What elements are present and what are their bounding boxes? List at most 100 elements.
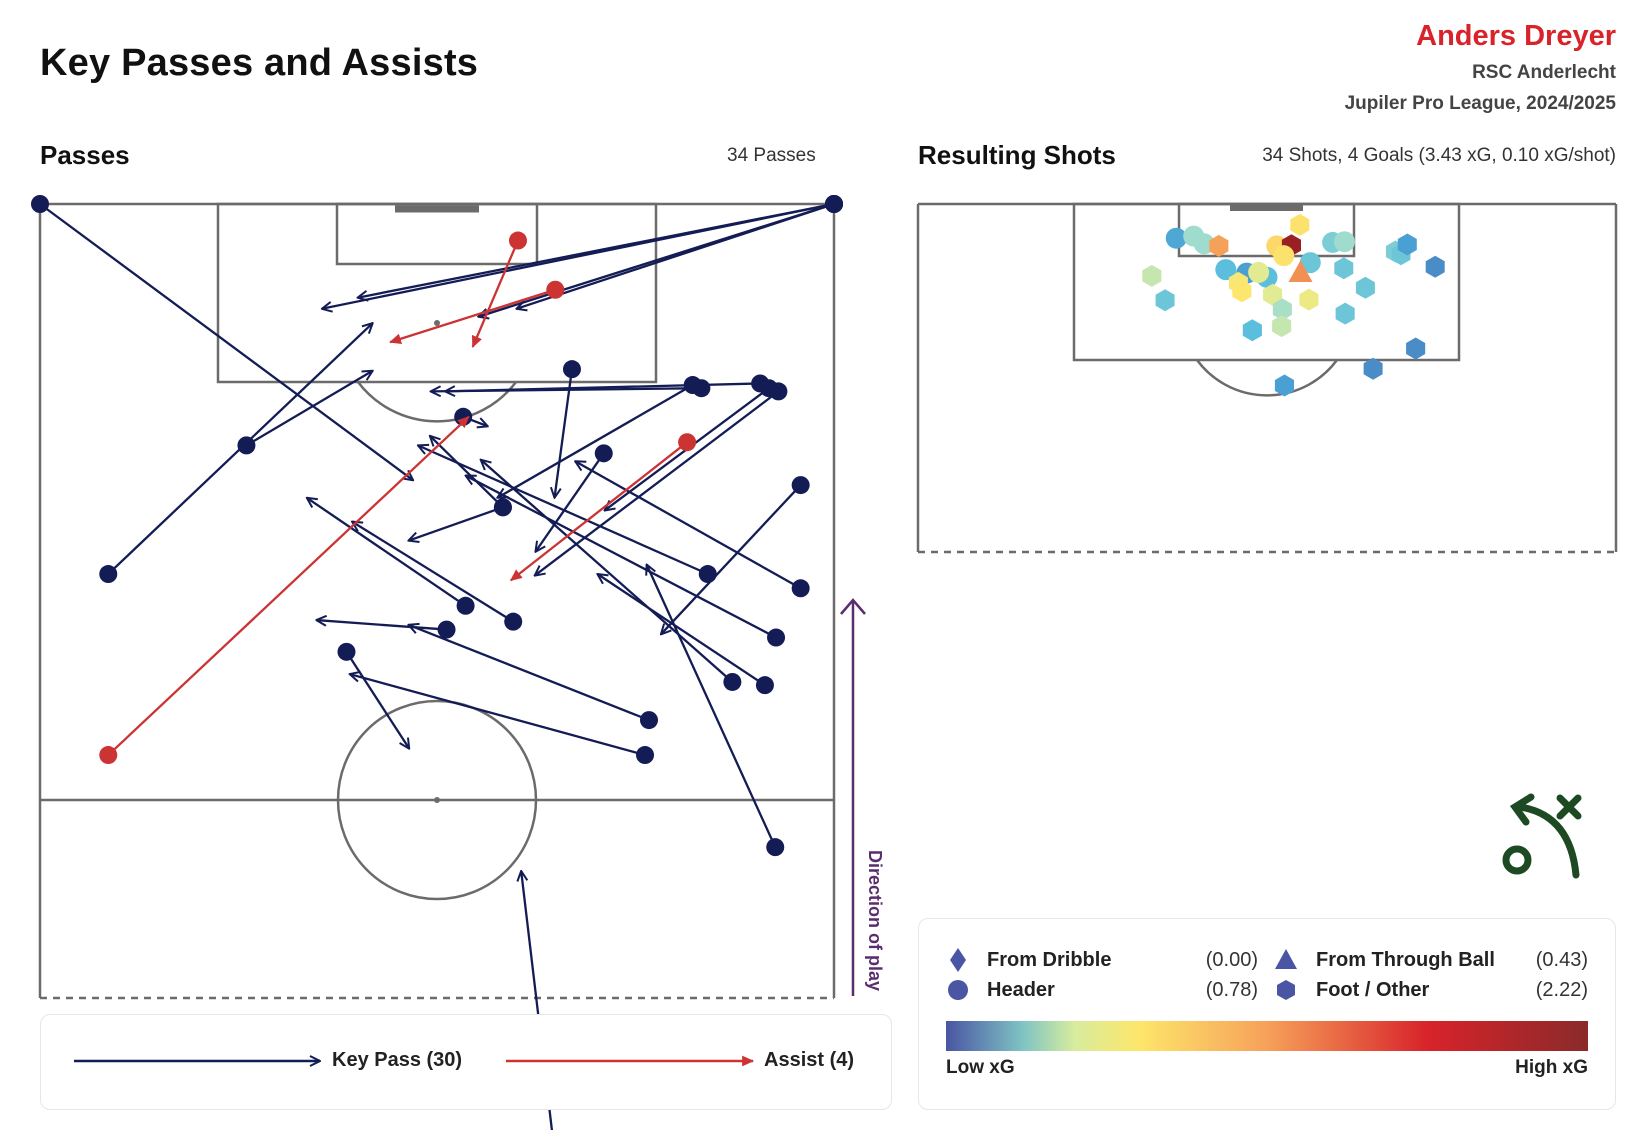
shots-layer	[1142, 213, 1445, 397]
page-title: Key Passes and Assists	[40, 42, 479, 84]
pass-origin-dot	[755, 676, 774, 695]
pass-origin-dot	[769, 382, 788, 401]
shot-header-marker	[1273, 245, 1295, 267]
key-pass	[497, 376, 702, 498]
pass-line	[597, 574, 766, 687]
pass-line	[535, 390, 780, 575]
pass-line	[350, 674, 646, 757]
key-pass	[466, 476, 786, 647]
pass-line	[466, 476, 777, 639]
pass-line	[478, 202, 835, 317]
pass-origin-dot	[791, 476, 810, 495]
shot-header-marker	[1215, 259, 1237, 281]
key-pass	[535, 382, 788, 575]
pass-line	[307, 498, 467, 607]
shot-foot-marker	[1335, 302, 1355, 325]
key-pass	[350, 674, 655, 765]
pass-line	[107, 323, 372, 575]
pass-origin-dot	[639, 711, 658, 730]
legend-dribble-value: (0.00)	[1205, 949, 1258, 971]
shots-summary: 34 Shots, 4 Goals (3.43 xG, 0.10 xG/shot…	[1262, 145, 1616, 166]
assist-pass	[471, 231, 527, 348]
key-pass	[535, 444, 613, 551]
pass-origin-dot	[767, 628, 786, 647]
penalty-spot	[434, 320, 440, 326]
shot-legend	[918, 918, 1616, 1110]
shot-through-ball-marker	[1288, 260, 1313, 283]
pass-line	[497, 384, 694, 498]
pass-pitch	[38, 202, 836, 1000]
pass-line	[316, 620, 447, 631]
shot-foot-marker	[1299, 288, 1319, 311]
pass-line	[481, 460, 734, 683]
shot-foot-marker	[1209, 234, 1229, 257]
shot-foot-marker	[1334, 257, 1354, 280]
legend-through-value: (0.43)	[1535, 949, 1588, 971]
key-pass	[481, 460, 742, 691]
legend-foot-label: Foot / Other	[1316, 979, 1430, 1001]
pass-origin-dot	[493, 498, 512, 517]
pass-line	[345, 651, 409, 749]
shot-foot-marker	[1242, 319, 1262, 342]
pass-line	[39, 203, 413, 480]
key-pass	[408, 498, 512, 540]
pass-line	[430, 436, 504, 509]
shot-foot-marker	[1355, 276, 1375, 299]
shot-header-marker	[1299, 252, 1321, 274]
assist-pass	[509, 433, 697, 582]
tactics-logo-icon	[1502, 793, 1582, 879]
pass-origin-dot	[31, 195, 49, 213]
pass-origin-dot	[594, 444, 613, 463]
pass-origin-dot	[698, 565, 717, 584]
direction-label: Direction of play	[865, 850, 885, 991]
pass-origin-dot	[562, 360, 581, 379]
pass-origin-dot	[683, 376, 702, 395]
pass-line	[408, 625, 650, 722]
key-pass	[307, 498, 475, 615]
pass-origin-dot	[723, 672, 742, 691]
legend-through-label: From Through Ball	[1316, 949, 1495, 971]
pass-origin-dot	[99, 746, 118, 765]
xg-color-scale	[946, 1021, 1588, 1051]
direction-arrow	[840, 598, 866, 996]
pass-line	[431, 388, 702, 391]
pass-origin-dot	[636, 746, 655, 765]
key-pass	[99, 323, 372, 584]
pass-line	[575, 461, 802, 590]
pass-line	[408, 506, 504, 540]
key-pass	[478, 195, 843, 317]
shot-foot-marker	[1290, 213, 1310, 236]
shot-foot-marker	[1263, 283, 1283, 306]
key-pass	[597, 574, 774, 695]
key-pass	[31, 195, 413, 480]
pass-origin-dot	[456, 596, 475, 615]
passes-count: 34 Passes	[727, 145, 816, 166]
key-pass	[337, 642, 409, 749]
shot-foot-marker	[1272, 298, 1292, 321]
pass-line	[661, 484, 802, 634]
pass-origin-dot	[546, 280, 565, 299]
pass-origin-dot	[791, 579, 810, 598]
shot-foot-marker	[1232, 280, 1252, 303]
pass-origin-dot	[504, 612, 523, 631]
low-xg-label: Low xG	[946, 1057, 1015, 1078]
passes-layer	[31, 195, 843, 1130]
legend-header-value: (0.78)	[1205, 979, 1258, 1001]
player-name: Anders Dreyer	[1416, 20, 1616, 52]
pass-line	[389, 288, 556, 345]
assist-pass	[389, 280, 565, 345]
legend-dribble-label: From Dribble	[987, 949, 1112, 971]
key-pass	[352, 522, 523, 631]
pass-line	[418, 445, 709, 576]
shot-foot-marker	[1406, 337, 1426, 360]
shot-foot-marker	[1397, 233, 1417, 256]
key-pass	[237, 371, 372, 455]
shots-panel-title: Resulting Shots	[918, 140, 1116, 170]
high-xg-label: High xG	[1515, 1057, 1588, 1078]
shot-header-marker	[1248, 261, 1270, 283]
key-pass	[408, 625, 658, 730]
key-pass	[661, 476, 810, 634]
key-pass	[418, 445, 717, 584]
shot-foot-marker	[1363, 357, 1383, 380]
assist-pass	[99, 415, 470, 765]
